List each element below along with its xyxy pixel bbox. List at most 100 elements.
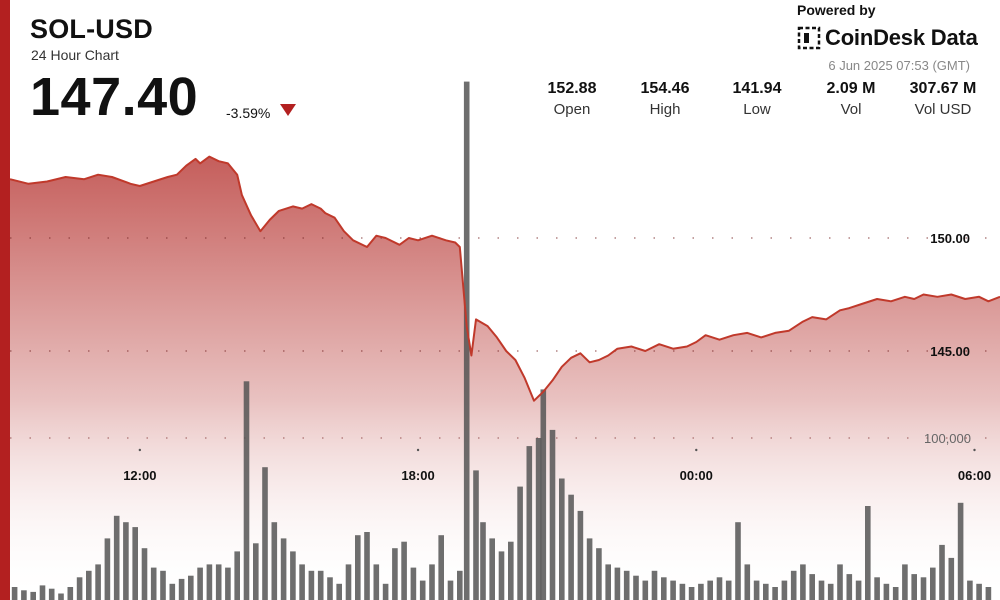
stat-value: 154.46 xyxy=(640,80,690,97)
volume-bar xyxy=(661,577,667,600)
volume-bar xyxy=(892,587,899,600)
volume-bar xyxy=(150,567,157,600)
stat-label: Vol USD xyxy=(914,101,972,118)
volume-bar xyxy=(215,564,222,600)
volume-bar xyxy=(438,535,444,600)
volume-bar xyxy=(457,570,463,600)
volume-bar xyxy=(364,532,370,600)
volume-bar xyxy=(11,587,18,600)
volume-bar xyxy=(382,583,389,600)
volume-bar xyxy=(716,577,723,600)
volume-bar xyxy=(790,570,797,600)
volume-bar xyxy=(614,567,621,600)
x-tick-label: 06:00 xyxy=(958,468,991,483)
volume-bar xyxy=(234,551,240,600)
volume-bar xyxy=(535,438,542,600)
volume-bar xyxy=(642,580,649,600)
volume-bar xyxy=(206,564,213,600)
volume-bar xyxy=(160,570,166,600)
volume-bar xyxy=(123,522,129,600)
volume-bar xyxy=(280,538,287,600)
volume-bar xyxy=(623,570,630,600)
volume-bar xyxy=(948,557,955,600)
volume-bar xyxy=(883,583,890,600)
volume-bar xyxy=(753,580,760,600)
volume-bar xyxy=(447,580,454,600)
volume-bar xyxy=(67,587,74,600)
volume-bar xyxy=(688,587,695,600)
volume-bar xyxy=(874,577,880,600)
x-tick-label: 12:00 xyxy=(123,468,156,483)
volume-bar xyxy=(308,570,315,600)
coindesk-logo[interactable]: CoinDesk Data xyxy=(797,25,978,51)
volume-bar xyxy=(253,543,259,600)
x-tick-mark xyxy=(973,448,976,452)
timestamp: 6 Jun 2025 07:53 (GMT) xyxy=(828,58,970,73)
powered-by-label: Powered by xyxy=(797,2,876,18)
stat-value: 152.88 xyxy=(547,80,597,97)
volume-bar xyxy=(48,588,55,600)
volume-bar xyxy=(846,574,853,600)
volume-tick-label: 100,000 xyxy=(924,431,971,446)
coindesk-logo-icon xyxy=(797,26,821,50)
stat-value: 141.94 xyxy=(732,80,782,97)
volume-bar xyxy=(596,548,602,600)
down-arrow-icon xyxy=(280,104,296,116)
volume-bar xyxy=(86,570,92,600)
volume-bar xyxy=(58,593,64,600)
volume-bar xyxy=(76,577,83,600)
volume-bar xyxy=(967,580,973,600)
volume-bar xyxy=(818,580,825,600)
volume-bar xyxy=(735,522,741,600)
volume-bar xyxy=(178,578,185,600)
volume-bar xyxy=(651,570,658,600)
volume-bar xyxy=(21,590,27,600)
volume-bar xyxy=(985,587,992,600)
volume-bar xyxy=(939,544,945,600)
volume-bar xyxy=(568,494,574,600)
volume-bar xyxy=(744,564,751,600)
volume-bar xyxy=(225,567,231,600)
volume-bar xyxy=(429,564,435,600)
volume-bar xyxy=(243,381,250,600)
volume-bar xyxy=(498,551,505,600)
y-tick-label: 150.00 xyxy=(930,231,970,246)
stat-value: 307.67 M xyxy=(909,80,977,97)
x-tick-mark xyxy=(416,448,420,452)
volume-bar xyxy=(95,564,101,600)
ticker-symbol: SOL-USD xyxy=(30,14,153,44)
volume-bar xyxy=(419,580,426,600)
volume-bar xyxy=(526,446,533,600)
volume-bar xyxy=(957,502,964,600)
stat-open: 152.88 Open xyxy=(527,80,617,118)
volume-bar xyxy=(698,583,704,600)
volume-bar xyxy=(707,580,713,600)
volume-bar xyxy=(473,470,479,600)
volume-bar xyxy=(355,535,361,600)
volume-bar xyxy=(336,583,342,600)
volume-bar xyxy=(827,583,834,600)
volume-bar xyxy=(549,429,556,600)
volume-bar xyxy=(290,551,296,600)
volume-bar xyxy=(837,564,843,600)
volume-bar xyxy=(540,389,547,600)
volume-bar xyxy=(480,522,486,600)
y-tick-label: 145.00 xyxy=(930,344,970,359)
volume-bar xyxy=(317,570,324,600)
volume-bar xyxy=(902,564,908,600)
volume-bar xyxy=(920,577,927,600)
volume-bar xyxy=(559,478,565,600)
volume-bar xyxy=(299,564,305,600)
price-line xyxy=(9,155,1000,402)
current-price: 147.40 xyxy=(30,67,199,127)
volume-bar xyxy=(809,574,815,600)
stat-high: 154.46 High xyxy=(620,80,710,118)
stat-label: Low xyxy=(743,101,771,118)
stat-vol: 2.09 M Vol xyxy=(806,80,896,118)
volume-bar xyxy=(132,527,138,600)
volume-bar xyxy=(410,567,417,600)
volume-bar xyxy=(679,583,686,600)
stat-value: 2.09 M xyxy=(826,80,876,97)
volume-bar xyxy=(725,580,732,600)
